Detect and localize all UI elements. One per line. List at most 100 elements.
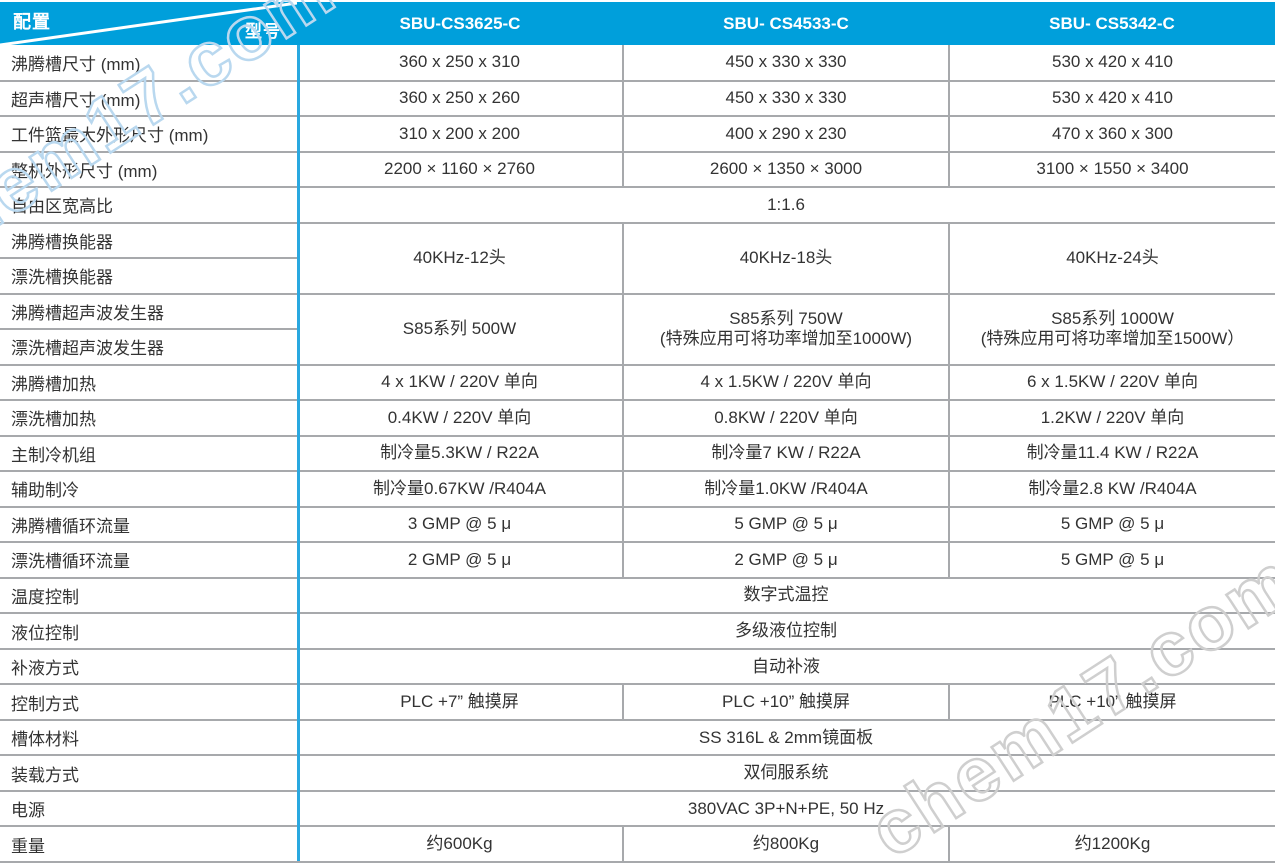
- row-label: 超声槽尺寸 (mm): [0, 80, 297, 118]
- model-header-3: SBU- CS5342-C: [1049, 13, 1175, 33]
- cell-value: 约1200Kg: [948, 826, 1275, 863]
- table-row: 沸腾槽超声波发生器 S85系列 500W S85系列 750W (特殊应用可将功率增…: [0, 293, 1275, 366]
- table-row: 工件篮最大外形尺寸 (mm) 310 x 200 x 200 400 x 290 x…: [0, 116, 1275, 153]
- table-row: 槽体材料 SS 316L & 2mm镜面板: [0, 719, 1275, 757]
- row-label: 沸腾槽超声波发生器: [0, 293, 297, 331]
- cell-value: S85系列 750W (特殊应用可将功率增加至1000W): [622, 293, 949, 366]
- row-label: 漂洗槽循环流量: [0, 542, 297, 579]
- row-label: 辅助制冷: [0, 471, 297, 508]
- table-row: 控制方式 PLC +7” 触摸屏 PLC +10” 触摸屏 PLC +10” 触摸屏: [0, 684, 1275, 721]
- cell-value: 400 x 290 x 230: [622, 116, 949, 153]
- cell-value-span: 380VAC 3P+N+PE, 50 Hz: [297, 790, 1275, 828]
- table-row: 辅助制冷 制冷量0.67KW /R404A 制冷量1.0KW /R404A 制冷量2.…: [0, 471, 1275, 508]
- cell-value: 5 GMP @ 5 μ: [948, 506, 1275, 544]
- table-row: 液位控制 多级液位控制: [0, 613, 1275, 650]
- table-row: 装载方式 双伺服系统: [0, 755, 1275, 792]
- cell-value: PLC +10” 触摸屏: [948, 684, 1275, 721]
- cell-value: 制冷量7 KW / R22A: [622, 435, 949, 473]
- row-label: 整机外形尺寸 (mm): [0, 151, 297, 189]
- cell-value-span: SS 316L & 2mm镜面板: [297, 719, 1275, 757]
- cell-value: 制冷量1.0KW /R404A: [622, 471, 949, 508]
- cell-value: S85系列 500W: [297, 293, 623, 366]
- row-label: 沸腾槽换能器: [0, 222, 297, 260]
- cell-value: 450 x 330 x 330: [622, 80, 949, 118]
- cell-value: 5 GMP @ 5 μ: [622, 506, 949, 544]
- cell-value: 470 x 360 x 300: [948, 116, 1275, 153]
- cell-value-span: 数字式温控: [297, 577, 1275, 615]
- row-label: 槽体材料: [0, 719, 297, 757]
- model-header-1: SBU-CS3625-C: [399, 13, 521, 33]
- table-row: 整机外形尺寸 (mm) 2200 × 1160 × 2760 2600 × 1350…: [0, 151, 1275, 189]
- cell-value: S85系列 1000W (特殊应用可将功率增加至1500W）: [948, 293, 1275, 366]
- cell-value: 530 x 420 x 410: [948, 45, 1275, 82]
- diagonal-divider: [0, 2, 297, 45]
- cell-value: 5 GMP @ 5 μ: [948, 542, 1275, 579]
- cell-value: 制冷量11.4 KW / R22A: [948, 435, 1275, 473]
- row-label: 补液方式: [0, 648, 297, 686]
- corner-label-config: 配置: [13, 12, 51, 32]
- cell-value: 2200 × 1160 × 2760: [297, 151, 623, 189]
- spec-table-body: 沸腾槽尺寸 (mm) 360 x 250 x 310 450 x 330 x 330…: [0, 45, 1275, 863]
- table-row: 电源 380VAC 3P+N+PE, 50 Hz: [0, 790, 1275, 828]
- cell-value: 0.4KW / 220V 单向: [297, 400, 623, 437]
- cell-value: 40KHz-24头: [948, 222, 1275, 295]
- row-label: 漂洗槽换能器: [0, 258, 297, 295]
- table-row: 超声槽尺寸 (mm) 360 x 250 x 260 450 x 330 x 330…: [0, 80, 1275, 118]
- table-row: 漂洗槽加热 0.4KW / 220V 单向 0.8KW / 220V 单向 1.2KW…: [0, 400, 1275, 437]
- cell-value: 2 GMP @ 5 μ: [622, 542, 949, 579]
- corner-label-model: 型号: [245, 22, 281, 41]
- cell-value: 360 x 250 x 260: [297, 80, 623, 118]
- cell-value-span: 多级液位控制: [297, 613, 1275, 650]
- row-label: 漂洗槽加热: [0, 400, 297, 437]
- cell-value: 约600Kg: [297, 826, 623, 863]
- table-row: 重量 约600Kg 约800Kg 约1200Kg: [0, 826, 1275, 863]
- cell-value: 制冷量0.67KW /R404A: [297, 471, 623, 508]
- row-label: 沸腾槽加热: [0, 364, 297, 402]
- cell-value: 6 x 1.5KW / 220V 单向: [948, 364, 1275, 402]
- cell-value-span: 1:1.6: [297, 187, 1275, 224]
- spec-table: 沸腾槽尺寸 (mm) 360 x 250 x 310 450 x 330 x 330…: [0, 45, 1275, 863]
- cell-value: 4 x 1.5KW / 220V 单向: [622, 364, 949, 402]
- cell-value: 制冷量2.8 KW /R404A: [948, 471, 1275, 508]
- row-label: 漂洗槽超声波发生器: [0, 329, 297, 366]
- table-row: 沸腾槽换能器 40KHz-12头 40KHz-18头 40KHz-24头: [0, 222, 1275, 295]
- cell-value: 40KHz-12头: [297, 222, 623, 295]
- table-row: 温度控制 数字式温控: [0, 577, 1275, 615]
- cell-value: 约800Kg: [622, 826, 949, 863]
- row-label: 温度控制: [0, 577, 297, 615]
- cell-value: 2600 × 1350 × 3000: [622, 151, 949, 189]
- row-label: 工件篮最大外形尺寸 (mm): [0, 116, 297, 153]
- row-label: 重量: [0, 826, 297, 863]
- cell-value: 2 GMP @ 5 μ: [297, 542, 623, 579]
- cell-value: 4 x 1KW / 220V 单向: [297, 364, 623, 402]
- cell-value: 1.2KW / 220V 单向: [948, 400, 1275, 437]
- row-label: 装载方式: [0, 755, 297, 792]
- table-row: 漂洗槽换能器: [0, 258, 1275, 295]
- cell-value-span: 自动补液: [297, 648, 1275, 686]
- header-corner-cell: 配置 型号: [0, 2, 297, 45]
- table-row: 自由区宽高比 1:1.6: [0, 187, 1275, 224]
- row-label: 沸腾槽循环流量: [0, 506, 297, 544]
- cell-value: PLC +7” 触摸屏: [297, 684, 623, 721]
- row-label: 控制方式: [0, 684, 297, 721]
- cell-value-span: 双伺服系统: [297, 755, 1275, 792]
- table-row: 主制冷机组 制冷量5.3KW / R22A 制冷量7 KW / R22A 制冷量11.…: [0, 435, 1275, 473]
- table-header: 配置 型号 SBU-CS3625-C SBU- CS4533-C SBU- CS…: [0, 2, 1275, 45]
- cell-value: 0.8KW / 220V 单向: [622, 400, 949, 437]
- cell-value: PLC +10” 触摸屏: [622, 684, 949, 721]
- table-row: 补液方式 自动补液: [0, 648, 1275, 686]
- row-label: 自由区宽高比: [0, 187, 297, 224]
- column-divider-line: [297, 45, 300, 861]
- row-label: 主制冷机组: [0, 435, 297, 473]
- row-label: 沸腾槽尺寸 (mm): [0, 45, 297, 82]
- cell-value: 530 x 420 x 410: [948, 80, 1275, 118]
- cell-value: 310 x 200 x 200: [297, 116, 623, 153]
- table-row: 沸腾槽加热 4 x 1KW / 220V 单向 4 x 1.5KW / 220V 单…: [0, 364, 1275, 402]
- cell-value: 3 GMP @ 5 μ: [297, 506, 623, 544]
- table-row: 漂洗槽超声波发生器: [0, 329, 1275, 366]
- cell-value: 3100 × 1550 × 3400: [948, 151, 1275, 189]
- table-row: 沸腾槽尺寸 (mm) 360 x 250 x 310 450 x 330 x 330…: [0, 45, 1275, 82]
- cell-value: 360 x 250 x 310: [297, 45, 623, 82]
